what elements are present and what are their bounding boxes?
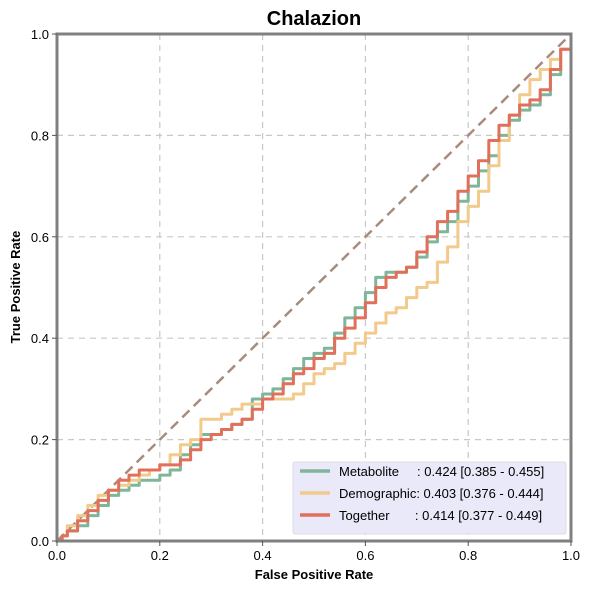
legend: Metabolite : 0.424 [0.385 - 0.455] Demogr…	[292, 461, 567, 535]
y-tick-label: 1.0	[31, 27, 49, 42]
x-tick-label: 0.6	[356, 548, 374, 563]
y-tick-label: 0.8	[31, 128, 49, 143]
y-tick-label: 0.6	[31, 230, 49, 245]
y-tick-label: 0.4	[31, 331, 49, 346]
x-ticks: 0.0 0.2 0.4 0.6 0.8 1.0	[48, 541, 580, 563]
legend-label-together: Together : 0.414 [0.377 - 0.449]	[339, 508, 542, 523]
series-line-together	[57, 34, 573, 543]
plot-frame	[55, 32, 573, 543]
legend-label-demographic: Demographic: 0.403 [0.376 - 0.444]	[339, 486, 544, 501]
series-line-metabolite	[57, 34, 573, 543]
x-tick-label: 0.2	[151, 548, 169, 563]
x-axis-label: False Positive Rate	[255, 567, 374, 582]
x-tick-label: 0.8	[459, 548, 477, 563]
grid	[57, 34, 571, 541]
chart-title: Chalazion	[267, 8, 361, 30]
y-tick-label: 0.0	[31, 534, 49, 549]
series-line-demographic	[57, 34, 573, 543]
x-tick-label: 1.0	[562, 548, 580, 563]
x-tick-label: 0.4	[254, 548, 272, 563]
y-axis-label: True Positive Rate	[8, 231, 23, 344]
x-tick-label: 0.0	[48, 548, 66, 563]
diagonal-reference-line	[56, 33, 572, 542]
y-tick-label: 0.2	[31, 433, 49, 448]
y-ticks: 0.0 0.2 0.4 0.6 0.8 1.0	[31, 27, 57, 549]
series-group	[57, 34, 573, 543]
legend-label-metabolite: Metabolite : 0.424 [0.385 - 0.455]	[339, 464, 544, 479]
legend-box	[292, 461, 567, 535]
